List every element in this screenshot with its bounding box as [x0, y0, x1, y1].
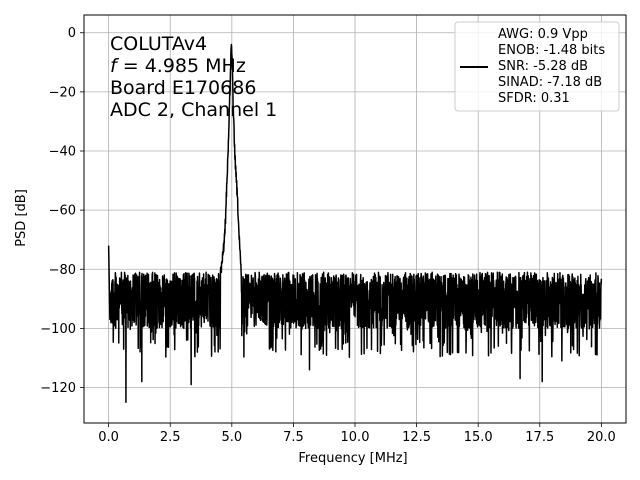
y-tick-label: 0 [68, 26, 76, 41]
annotation-block: COLUTAv4 f = 4.985 MHz Board E170686 ADC… [110, 33, 277, 121]
annotation-line-4: ADC 2, Channel 1 [110, 99, 277, 121]
legend: AWG: 0.9 Vpp ENOB: -1.48 bits SNR: -5.28… [454, 21, 620, 112]
legend-entry-awg: AWG: 0.9 Vpp [498, 27, 588, 42]
x-tick-label: 2.5 [160, 430, 181, 445]
annotation-line-1: COLUTAv4 [110, 33, 207, 55]
grid-lines [84, 15, 626, 423]
y-tick-label: −20 [49, 85, 76, 100]
x-tick-label: 12.5 [402, 430, 431, 445]
y-tick-label: −60 [49, 204, 76, 219]
annotation-line-2: f = 4.985 MHz [110, 55, 246, 77]
legend-entry-snr: SNR: -5.28 dB [498, 59, 588, 74]
legend-frame [454, 21, 620, 112]
annotation-symbol: f [110, 55, 120, 77]
legend-entry-sfdr: SFDR: 0.31 [498, 91, 570, 106]
x-tick-label: 7.5 [283, 430, 304, 445]
legend-entry-sinad: SINAD: -7.18 dB [498, 75, 602, 90]
y-axis-label: PSD [dB] [14, 189, 29, 247]
y-ticks: 0 −20 −40 −60 −80 −100 −120 [40, 26, 84, 396]
series-layer [107, 43, 603, 404]
x-tick-label: 5.0 [221, 430, 242, 445]
x-tick-label: 17.5 [525, 430, 554, 445]
x-tick-label: 10.0 [341, 430, 370, 445]
legend-entry-enob: ENOB: -1.48 bits [498, 43, 605, 58]
y-tick-label: −120 [40, 381, 76, 396]
x-tick-label: 0.0 [98, 430, 119, 445]
psd-series-line [107, 43, 603, 404]
x-ticks: 0.0 2.5 5.0 7.5 10.0 12.5 15.0 17.5 20.0 [98, 423, 616, 445]
y-tick-label: −100 [40, 322, 76, 337]
x-tick-label: 15.0 [464, 430, 493, 445]
y-tick-label: −80 [49, 263, 76, 278]
annotation-frequency: = 4.985 MHz [117, 55, 246, 77]
x-axis-label: Frequency [MHz] [298, 451, 407, 466]
y-tick-label: −40 [49, 145, 76, 160]
annotation-line-3: Board E170686 [110, 77, 256, 99]
x-tick-label: 20.0 [587, 430, 616, 445]
